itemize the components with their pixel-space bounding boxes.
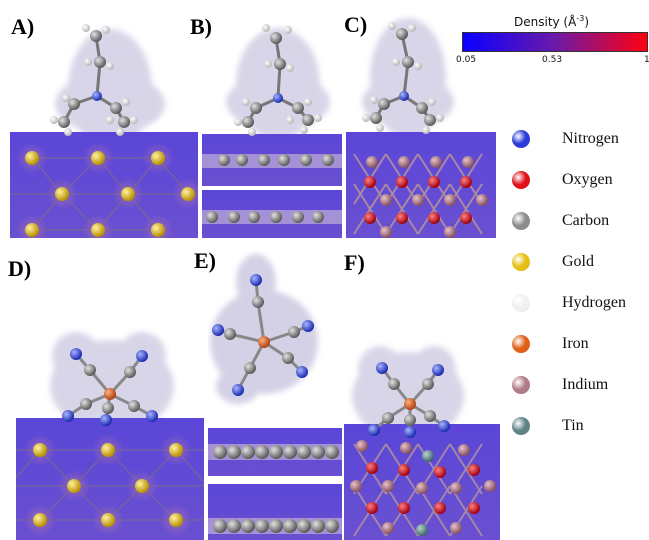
panel-label-c: C) [344, 12, 368, 37]
indium-atom-icon [512, 376, 530, 394]
legend-label: Gold [562, 253, 594, 270]
legend-label: Oxygen [562, 171, 613, 188]
legend-item-iron: Iron [510, 329, 649, 359]
oxygen-atom-icon [512, 171, 530, 189]
panel-b-render [202, 24, 342, 238]
colorbar-title-close: ) [584, 15, 589, 29]
panel-a-render [10, 24, 198, 238]
legend-item-hydrogen: Hydrogen [510, 288, 649, 318]
colorbar-max-label: 1 [644, 55, 649, 65]
colorbar-title: Density (Å-3) [514, 14, 589, 29]
panel-label-d: D) [8, 256, 32, 281]
panel-label-b: B) [190, 14, 212, 39]
panel-f-render [344, 346, 500, 540]
tin-atom-icon [512, 417, 530, 435]
panel-label-e: E) [194, 248, 216, 273]
legend-item-indium: Indium [510, 370, 649, 400]
panel-a [10, 4, 198, 238]
colorbar-title-exponent: -3 [576, 14, 585, 23]
iron-atom-icon [512, 335, 530, 353]
gold-atom-icon [512, 253, 530, 271]
colorbar-min-label: 0.05 [456, 55, 477, 65]
colorbar-mid-label: 0.53 [542, 55, 563, 65]
panel-d [16, 246, 204, 540]
panel-label-a: A) [11, 14, 35, 39]
legend-item-gold: Gold [510, 247, 649, 277]
legend-label: Tin [562, 417, 584, 434]
legend-label: Indium [562, 376, 609, 393]
legend-label: Iron [562, 335, 589, 352]
legend-item-carbon: Carbon [510, 206, 649, 236]
panel-label-f: F) [344, 250, 365, 275]
legend-item-nitrogen: Nitrogen [510, 124, 649, 154]
legend-label: Nitrogen [562, 130, 619, 147]
panel-c-render [346, 18, 496, 238]
hydrogen-atom-icon [512, 294, 530, 312]
panel-e-render [208, 254, 342, 540]
nitrogen-atom-icon [512, 130, 530, 148]
legend-item-oxygen: Oxygen [510, 165, 649, 195]
density-colorbar: Density (Å-3) 0.05 0.53 1 [456, 12, 649, 72]
panel-e [208, 246, 342, 540]
legend-label: Carbon [562, 212, 610, 229]
panel-b [202, 4, 342, 238]
legend-item-tin: Tin [510, 411, 649, 441]
panel-d-render [16, 332, 204, 540]
carbon-atom-icon [512, 212, 530, 230]
legend-label: Hydrogen [562, 294, 626, 311]
colorbar-gradient [462, 32, 648, 52]
colorbar-title-main: Density (Å [514, 15, 577, 29]
panel-f [344, 246, 500, 540]
